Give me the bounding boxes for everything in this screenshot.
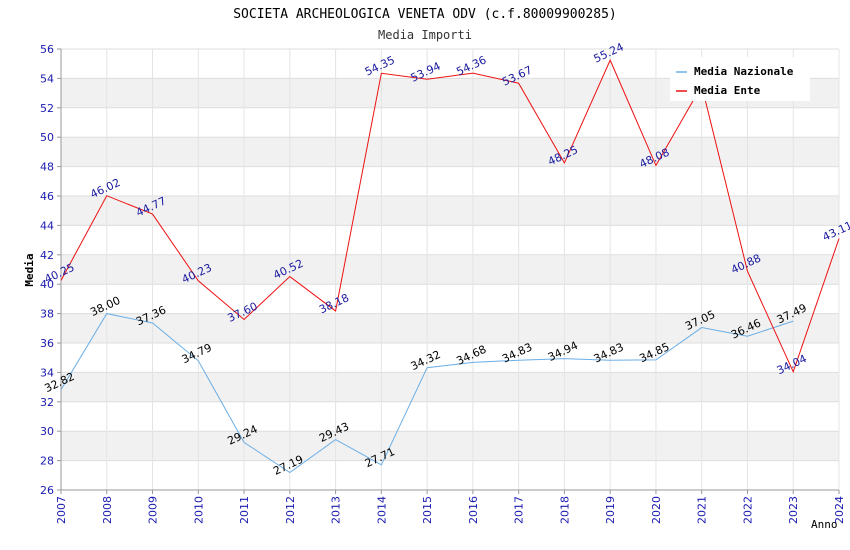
- x-tick-label: 2021: [696, 496, 709, 524]
- series-lines: [60, 58, 840, 474]
- x-tick-label: 2012: [284, 496, 297, 524]
- x-tick-label: 2015: [421, 496, 434, 524]
- plot-band: [61, 460, 839, 490]
- series-line-media-ente: [60, 58, 840, 374]
- y-tick-label: 48: [40, 161, 54, 174]
- y-tick-label: 32: [40, 396, 54, 409]
- y-tick-label: 44: [40, 219, 54, 232]
- legend: Media Nazionale Media Ente: [670, 57, 810, 101]
- plot-band: [61, 137, 839, 167]
- plot-band: [61, 343, 839, 373]
- x-tick-label: 2022: [741, 496, 754, 524]
- y-axis-ticks: 26 28 30 32 34 36 38 40 42 44 46 48 50 52 54 56: [40, 43, 61, 497]
- x-tick-label: 2010: [192, 496, 205, 524]
- y-tick-label: 46: [40, 190, 54, 203]
- y-tick-label: 36: [40, 337, 54, 350]
- plot-background: [61, 49, 839, 490]
- chart-title: SOCIETA ARCHEOLOGICA VENETA ODV (c.f.800…: [233, 7, 617, 22]
- plot-band: [61, 225, 839, 255]
- x-tick-label: 2008: [101, 496, 114, 524]
- y-tick-label: 26: [40, 484, 54, 497]
- y-tick-label: 52: [40, 102, 54, 115]
- x-tick-label: 2023: [787, 496, 800, 524]
- x-axis-ticks: 2007 2008 2009 2010 2011 2012 2013 2014 2015 2016…: [55, 490, 846, 524]
- plot-band: [61, 166, 839, 196]
- y-tick-label: 38: [40, 308, 54, 321]
- plot-band: [61, 107, 839, 138]
- y-tick-label: 50: [40, 131, 54, 144]
- legend-box: [670, 57, 810, 101]
- x-tick-label: 2024: [833, 496, 846, 524]
- y-tick-label: 42: [40, 249, 54, 262]
- plot-band: [61, 196, 839, 226]
- axes: [60, 49, 839, 491]
- legend-label-media-ente: Media Ente: [694, 84, 761, 97]
- x-tick-label: 2013: [330, 496, 343, 524]
- plot-band: [61, 313, 839, 343]
- plot-band: [61, 431, 839, 461]
- y-tick-label: 28: [40, 455, 54, 468]
- plot-band: [61, 372, 839, 402]
- plot-band: [61, 254, 839, 285]
- y-tick-label: 54: [40, 72, 54, 85]
- y-tick-label: 56: [40, 43, 54, 56]
- x-tick-label: 2018: [558, 496, 571, 524]
- y-tick-label: 30: [40, 425, 54, 438]
- x-tick-label: 2007: [55, 496, 68, 524]
- series-line-media-nazionale: [60, 313, 794, 474]
- x-tick-label: 2011: [238, 496, 251, 524]
- x-tick-label: 2014: [375, 496, 388, 524]
- x-tick-label: 2019: [604, 496, 617, 524]
- x-tick-label: 2009: [147, 496, 160, 524]
- x-tick-label: 2016: [467, 496, 480, 524]
- y-axis-label: Media: [23, 253, 36, 286]
- legend-label-media-nazionale: Media Nazionale: [694, 65, 794, 78]
- plot-band: [61, 284, 839, 314]
- x-tick-label: 2020: [650, 496, 663, 524]
- plot-band: [61, 401, 839, 432]
- x-axis-label: Anno: [811, 518, 838, 531]
- chart-subtitle: Media Importi: [378, 28, 472, 42]
- x-tick-label: 2017: [513, 496, 526, 524]
- y-tick-label: 34: [40, 366, 54, 379]
- y-tick-label: 40: [40, 278, 54, 291]
